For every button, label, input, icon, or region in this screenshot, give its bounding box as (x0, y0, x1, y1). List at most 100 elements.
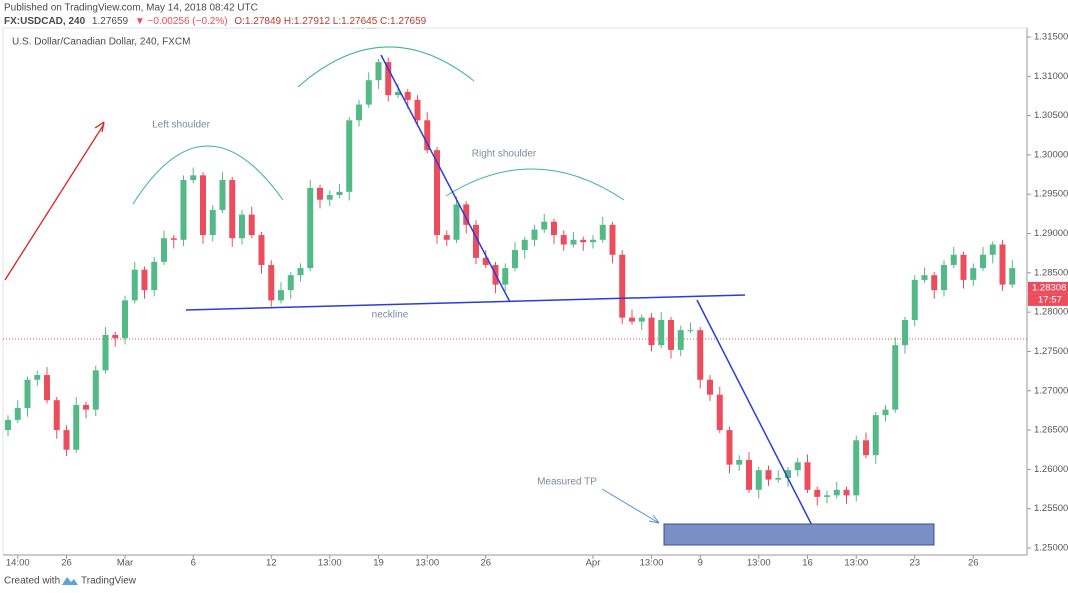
candle-body (336, 191, 343, 195)
candle-body (375, 62, 382, 81)
y-tick-label: 1.26000 (1034, 464, 1068, 475)
change: ▼ −0.00256 (−0.2%) (135, 16, 228, 27)
candle-body (141, 269, 148, 291)
candle-body (921, 275, 928, 280)
y-tick-label: 1.26500 (1034, 425, 1068, 436)
y-tick-label: 1.27000 (1034, 385, 1068, 396)
y-tick-label: 1.30000 (1034, 149, 1068, 160)
candle-body (863, 440, 869, 456)
footer-created: Created with (4, 576, 60, 587)
x-tick-label: 13:00 (415, 558, 439, 569)
x-tick-label: 13:00 (844, 558, 868, 569)
candle-body (229, 180, 236, 239)
candle-body (658, 320, 665, 346)
y-tick-label: 1.28500 (1034, 267, 1068, 278)
candle-body (843, 489, 850, 496)
price-label-box (1028, 281, 1068, 294)
candle-body (434, 150, 440, 236)
footer-brand: TradingView (81, 576, 137, 587)
countdown-box (1028, 293, 1068, 306)
published-text: Published on TradingView.com, May 14, 20… (4, 3, 258, 14)
y-tick-label: 1.28000 (1034, 307, 1068, 318)
candle-body (609, 224, 616, 255)
y-tick-label: 1.29000 (1034, 228, 1068, 239)
candle-body (814, 489, 821, 497)
candle-body (531, 229, 538, 240)
candle-body (258, 235, 265, 265)
x-tick-label: 23 (909, 558, 920, 569)
x-tick-label: 19 (373, 558, 384, 569)
annotation: Left shoulder (152, 120, 210, 131)
x-tick-label: 26 (480, 558, 491, 569)
candle-body (794, 462, 801, 471)
x-tick-label: 9 (698, 558, 703, 569)
candle-body (726, 430, 733, 465)
candle-body (765, 470, 772, 480)
candle-body (599, 224, 606, 240)
candle-body (248, 214, 255, 236)
x-tick-label: 13:00 (747, 558, 771, 569)
candle-body (278, 290, 284, 301)
candle-body (268, 264, 275, 301)
y-tick-label: 1.30500 (1034, 110, 1068, 121)
candle-body (931, 275, 938, 291)
candle-body (590, 239, 596, 243)
y-tick-label: 1.25500 (1034, 503, 1068, 514)
candle-body (346, 120, 353, 192)
candle-body (385, 62, 392, 96)
annotation: Measured TP (537, 477, 597, 488)
annotation: Right shoulder (472, 149, 537, 160)
candle-body (112, 334, 119, 339)
candle-body (999, 244, 1006, 285)
plot-area (3, 57, 1027, 506)
y-tick-label: 1.27500 (1034, 346, 1068, 357)
candle-body (414, 99, 421, 121)
candle-body (356, 104, 362, 121)
price-label: 1.28308 (1032, 282, 1066, 293)
annotation: Head (353, 21, 377, 32)
candle-body (326, 194, 333, 200)
logo (62, 577, 78, 585)
candle-body (980, 254, 986, 269)
x-tick-label: 13:00 (318, 558, 342, 569)
candle-body (716, 394, 723, 431)
candle-body (775, 478, 782, 480)
candle-body (131, 269, 138, 301)
candle-body (882, 409, 889, 416)
candle-body (443, 235, 450, 240)
candle-body (395, 91, 401, 96)
plot-frame (2, 27, 1028, 556)
candle-body (950, 254, 957, 265)
candle-body (804, 462, 811, 490)
countdown: 17:57 (1038, 294, 1062, 305)
candle-body (833, 489, 840, 496)
symbol: FX:USDCAD, 240 (4, 16, 86, 27)
candle-body (424, 120, 431, 151)
candle-body (473, 224, 479, 258)
candle-body (687, 330, 694, 332)
measure-line (380, 54, 511, 303)
x-tick-label: 16 (802, 558, 813, 569)
trend-arrow (4, 123, 105, 281)
candle-body (755, 470, 762, 490)
drawings: Left shoulder Head Right shoulder neckli… (4, 21, 935, 546)
candle-body (872, 415, 879, 456)
y-tick-label: 1.31500 (1034, 31, 1068, 42)
right-shoulder-arc (445, 168, 625, 201)
projection-line (696, 299, 823, 546)
candle-body (989, 244, 996, 255)
candle-body (365, 80, 372, 105)
candle-body (404, 91, 411, 100)
candle-body (970, 268, 977, 280)
annotation: neckline (372, 310, 409, 321)
candle-body (287, 275, 294, 291)
x-tick-label: Apr (586, 558, 601, 569)
candle-body (648, 317, 655, 346)
candle-body (92, 370, 99, 410)
candle-body (122, 300, 128, 339)
candle-body (707, 379, 713, 395)
x-tick-label: 14:00 (6, 558, 30, 569)
candle-body (697, 330, 704, 380)
quote-line: FX:USDCAD, 240 1.27659 ▼ −0.00256 (−0.2%… (4, 16, 427, 27)
